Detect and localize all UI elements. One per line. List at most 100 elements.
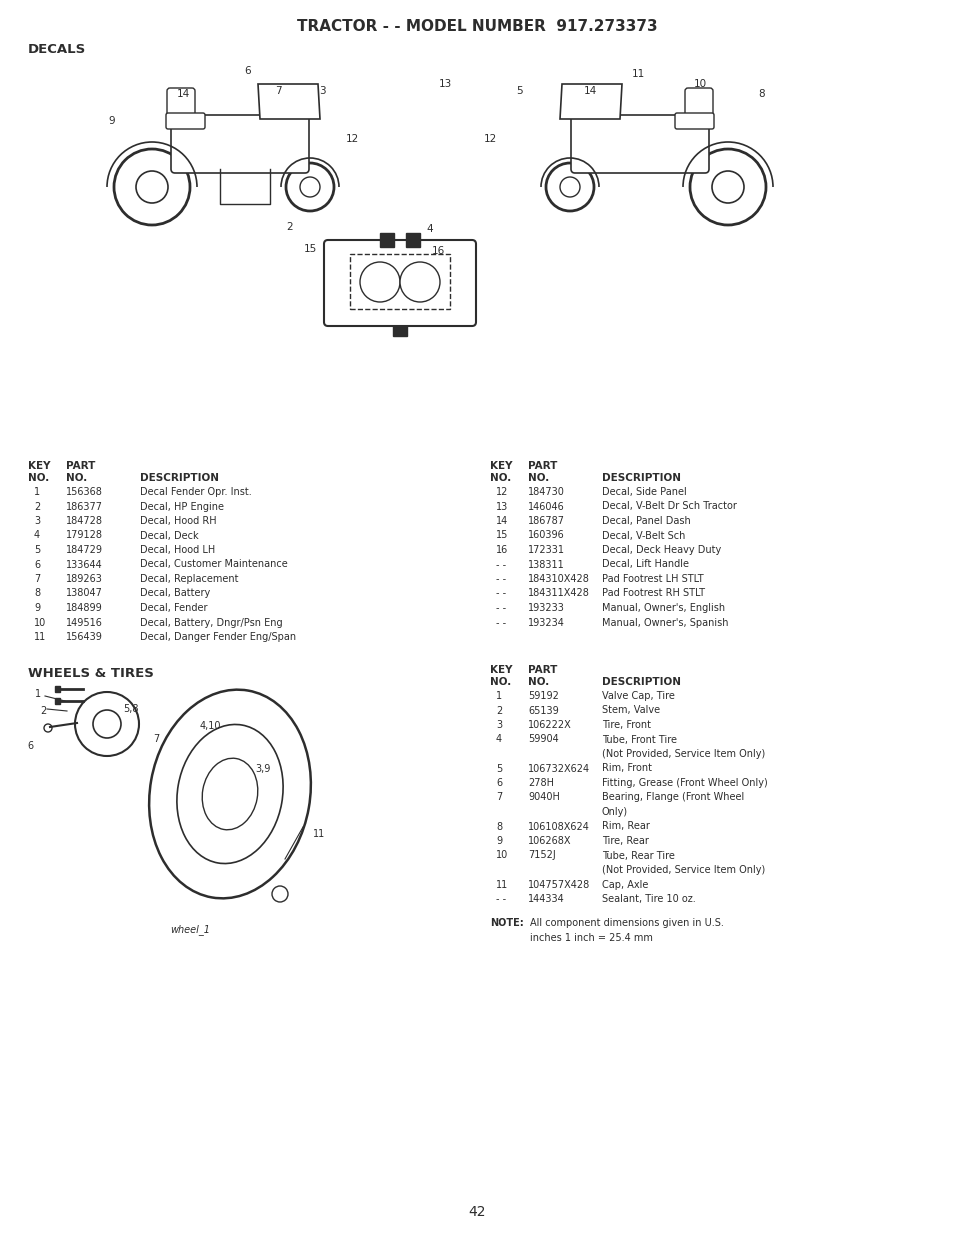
Circle shape <box>136 171 168 203</box>
Text: Decal Fender Opr. Inst.: Decal Fender Opr. Inst. <box>140 487 252 497</box>
Text: PART: PART <box>527 665 557 675</box>
Text: KEY: KEY <box>490 461 512 471</box>
Text: 3,9: 3,9 <box>254 764 270 774</box>
Text: 5: 5 <box>34 545 40 555</box>
Text: 186377: 186377 <box>66 502 103 512</box>
Text: 138047: 138047 <box>66 589 103 598</box>
Text: 6: 6 <box>244 66 251 76</box>
Text: 14: 14 <box>583 85 596 95</box>
Text: - -: - - <box>496 574 506 584</box>
Text: Cap, Axle: Cap, Axle <box>601 880 648 890</box>
Circle shape <box>286 164 334 211</box>
Text: 144334: 144334 <box>527 895 564 904</box>
Text: WHEELS & TIRES: WHEELS & TIRES <box>28 667 153 680</box>
Bar <box>350 254 450 309</box>
Text: 106222X: 106222X <box>527 720 571 730</box>
Circle shape <box>559 177 579 197</box>
Text: Fitting, Grease (Front Wheel Only): Fitting, Grease (Front Wheel Only) <box>601 778 767 788</box>
Text: Decal, HP Engine: Decal, HP Engine <box>140 502 224 512</box>
FancyBboxPatch shape <box>324 240 476 326</box>
Text: Stem, Valve: Stem, Valve <box>601 705 659 715</box>
Text: Bearing, Flange (Front Wheel: Bearing, Flange (Front Wheel <box>601 793 743 803</box>
Text: Manual, Owner's, English: Manual, Owner's, English <box>601 603 724 613</box>
Text: 6: 6 <box>496 778 501 788</box>
Text: 2: 2 <box>287 222 293 232</box>
Text: 184729: 184729 <box>66 545 103 555</box>
Text: 6: 6 <box>27 741 33 751</box>
Text: Pad Footrest RH STLT: Pad Footrest RH STLT <box>601 589 704 598</box>
Circle shape <box>359 261 399 302</box>
Text: PART: PART <box>527 461 557 471</box>
Text: 7: 7 <box>34 574 40 584</box>
Text: 2: 2 <box>34 502 40 512</box>
Text: 179128: 179128 <box>66 530 103 540</box>
Text: 4: 4 <box>496 735 501 745</box>
Text: 2: 2 <box>496 705 501 715</box>
Text: 4: 4 <box>34 530 40 540</box>
Circle shape <box>272 886 288 902</box>
Text: Decal, Deck: Decal, Deck <box>140 530 198 540</box>
Text: 14: 14 <box>496 515 508 527</box>
Text: inches 1 inch = 25.4 mm: inches 1 inch = 25.4 mm <box>530 933 652 943</box>
Text: Sealant, Tire 10 oz.: Sealant, Tire 10 oz. <box>601 895 695 904</box>
Bar <box>379 233 394 247</box>
Text: 193233: 193233 <box>527 603 564 613</box>
Text: Decal, Hood RH: Decal, Hood RH <box>140 515 216 527</box>
Text: 160396: 160396 <box>527 530 564 540</box>
Text: 15: 15 <box>303 244 316 254</box>
Text: (Not Provided, Service Item Only): (Not Provided, Service Item Only) <box>601 750 764 760</box>
Text: 3: 3 <box>34 515 40 527</box>
Text: KEY: KEY <box>490 665 512 675</box>
Text: 138311: 138311 <box>527 560 564 570</box>
Text: 133644: 133644 <box>66 560 103 570</box>
FancyBboxPatch shape <box>166 113 205 129</box>
Text: NOTE:: NOTE: <box>490 918 523 928</box>
Circle shape <box>113 149 190 225</box>
Text: 13: 13 <box>496 502 508 512</box>
Text: Decal, Lift Handle: Decal, Lift Handle <box>601 560 688 570</box>
Text: 65139: 65139 <box>527 705 558 715</box>
Text: Decal, Hood LH: Decal, Hood LH <box>140 545 215 555</box>
Text: KEY: KEY <box>28 461 51 471</box>
Text: DECALS: DECALS <box>28 43 86 56</box>
Text: 10: 10 <box>34 617 46 627</box>
Text: DESCRIPTION: DESCRIPTION <box>601 473 680 483</box>
Text: 106108X624: 106108X624 <box>527 821 589 831</box>
Text: 106732X624: 106732X624 <box>527 763 590 773</box>
Text: 1: 1 <box>34 487 40 497</box>
Text: 106268X: 106268X <box>527 836 571 846</box>
Text: NO.: NO. <box>66 473 87 483</box>
Text: 13: 13 <box>438 79 451 89</box>
Text: 9040H: 9040H <box>527 793 559 803</box>
Text: Manual, Owner's, Spanish: Manual, Owner's, Spanish <box>601 617 728 627</box>
Text: 10: 10 <box>693 79 706 89</box>
Text: 3: 3 <box>318 85 325 95</box>
Text: NO.: NO. <box>490 473 511 483</box>
Text: 12: 12 <box>483 134 497 144</box>
Polygon shape <box>257 84 319 119</box>
Text: 4: 4 <box>426 224 433 234</box>
Text: 104757X428: 104757X428 <box>527 880 590 890</box>
Text: - -: - - <box>496 589 506 598</box>
Text: Pad Footrest LH STLT: Pad Footrest LH STLT <box>601 574 703 584</box>
Text: Decal, V-Belt Sch: Decal, V-Belt Sch <box>601 530 684 540</box>
Text: 11: 11 <box>631 69 644 79</box>
Text: NO.: NO. <box>527 473 549 483</box>
Text: 2: 2 <box>40 706 46 716</box>
Text: Decal, V-Belt Dr Sch Tractor: Decal, V-Belt Dr Sch Tractor <box>601 502 736 512</box>
Text: 5: 5 <box>517 85 523 95</box>
Text: 11: 11 <box>34 632 46 642</box>
FancyBboxPatch shape <box>167 88 194 124</box>
Text: 8: 8 <box>758 89 764 99</box>
Text: NO.: NO. <box>527 676 549 686</box>
Bar <box>55 698 60 704</box>
Text: Decal, Danger Fender Eng/Span: Decal, Danger Fender Eng/Span <box>140 632 295 642</box>
Text: 3: 3 <box>496 720 501 730</box>
Text: 16: 16 <box>496 545 508 555</box>
Text: 7: 7 <box>274 85 281 95</box>
Text: Tire, Front: Tire, Front <box>601 720 650 730</box>
Text: Tube, Front Tire: Tube, Front Tire <box>601 735 677 745</box>
Text: 8: 8 <box>34 589 40 598</box>
Text: 7: 7 <box>496 793 501 803</box>
Text: NO.: NO. <box>490 676 511 686</box>
